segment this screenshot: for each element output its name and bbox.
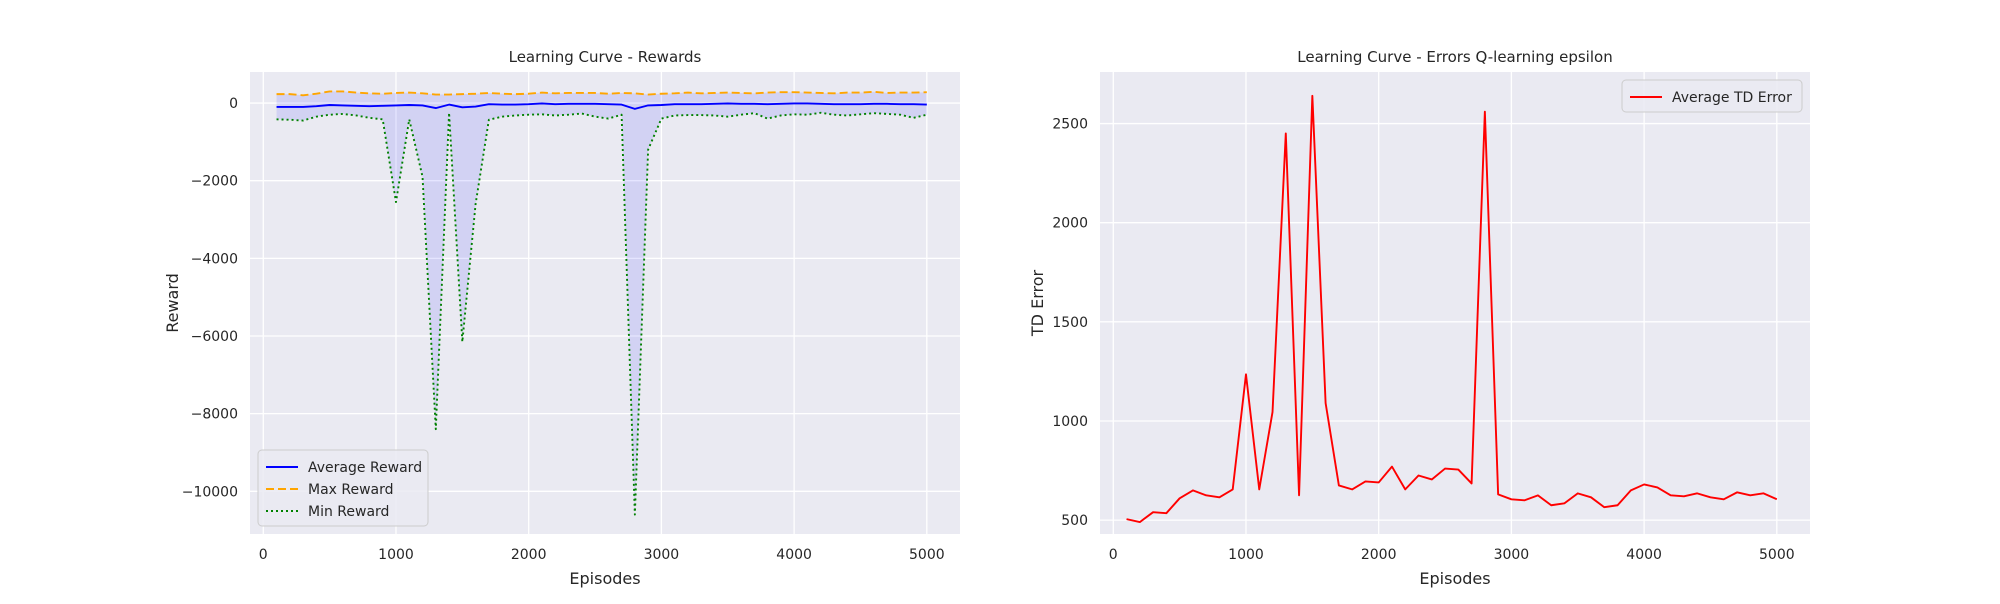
x-tick-label: 3000 [644,547,680,563]
x-axis-label: Episodes [1419,569,1490,588]
chart-2 [1100,72,1810,534]
y-tick-label: −2000 [191,174,238,190]
x-tick-label: 2000 [1361,547,1397,563]
series-line-max-reward [276,90,927,97]
y-tick-label: 500 [1061,513,1088,529]
x-tick-label: 1000 [1228,547,1264,563]
y-tick-label: 2000 [1052,216,1088,232]
series-line-average-reward [276,102,927,110]
x-tick-label: 4000 [1626,547,1662,563]
legend-box [1621,79,1803,113]
legend-box [257,449,429,527]
chart-1 [250,72,960,534]
x-tick-label: 4000 [776,547,812,563]
y-axis-label: TD Error [1028,269,1047,337]
y-tick-label: 1000 [1052,414,1088,430]
y-tick-label: 2500 [1052,117,1088,133]
fill-between-band [276,91,927,515]
legend-label: Average TD Error [1672,90,1792,106]
y-tick-label: 1500 [1052,315,1088,331]
legend-label: Min Reward [308,504,389,520]
x-axis-label: Episodes [569,569,640,588]
x-tick-label: 3000 [1494,547,1530,563]
y-tick-label: −10000 [182,484,238,500]
x-tick-label: 5000 [909,547,945,563]
x-tick-label: 1000 [378,547,414,563]
legend-label: Average Reward [308,460,422,476]
x-tick-label: 2000 [511,547,547,563]
x-tick-label: 5000 [1759,547,1795,563]
series-line-average-td-error [1126,94,1778,524]
y-tick-label: −6000 [191,329,238,345]
chart-title: Learning Curve - Rewards [509,48,702,66]
x-tick-label: 0 [1109,547,1118,563]
plot-area [1100,72,1810,534]
legend-label: Max Reward [308,482,394,498]
series-line-min-reward [276,111,928,516]
chart-title: Learning Curve - Errors Q-learning epsil… [1297,48,1612,66]
y-axis-label: Reward [163,273,182,333]
y-tick-label: −4000 [191,251,238,267]
x-tick-label: 0 [259,547,268,563]
y-tick-label: 0 [229,96,238,112]
y-tick-label: −8000 [191,407,238,423]
